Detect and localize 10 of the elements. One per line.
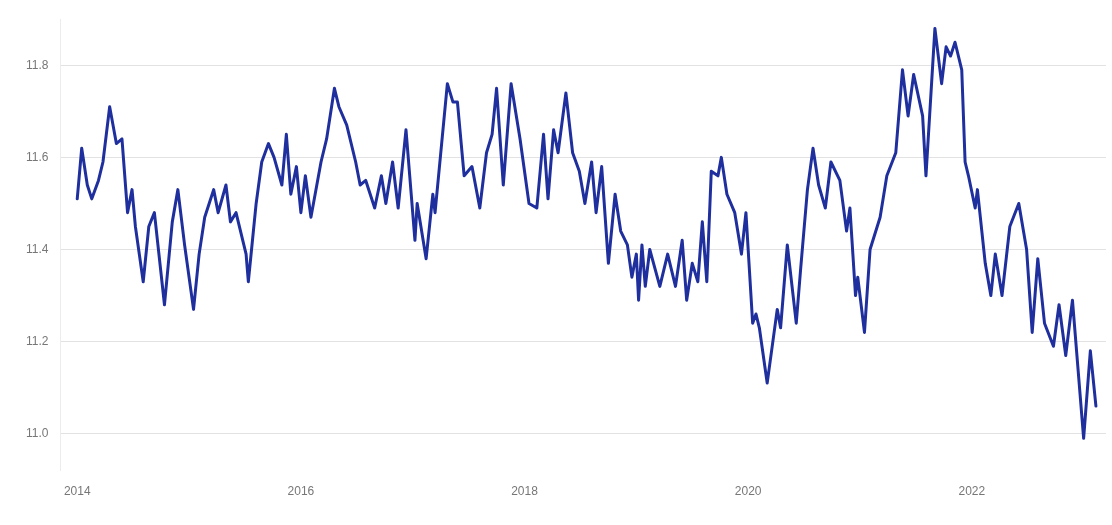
x-tick-label: 2018 bbox=[511, 484, 539, 499]
y-tick-label: 11.8 bbox=[26, 57, 49, 72]
x-tick-label: 2022 bbox=[958, 484, 986, 499]
y-tick-label: 11.0 bbox=[26, 426, 49, 441]
y-tick-label: 11.4 bbox=[26, 241, 49, 256]
x-tick-label: 2016 bbox=[287, 484, 315, 499]
y-tick-label: 11.6 bbox=[26, 149, 49, 164]
x-tick-label: 2020 bbox=[734, 484, 762, 499]
x-tick-label: 2014 bbox=[63, 484, 91, 499]
y-tick-label: 11.2 bbox=[26, 333, 49, 348]
